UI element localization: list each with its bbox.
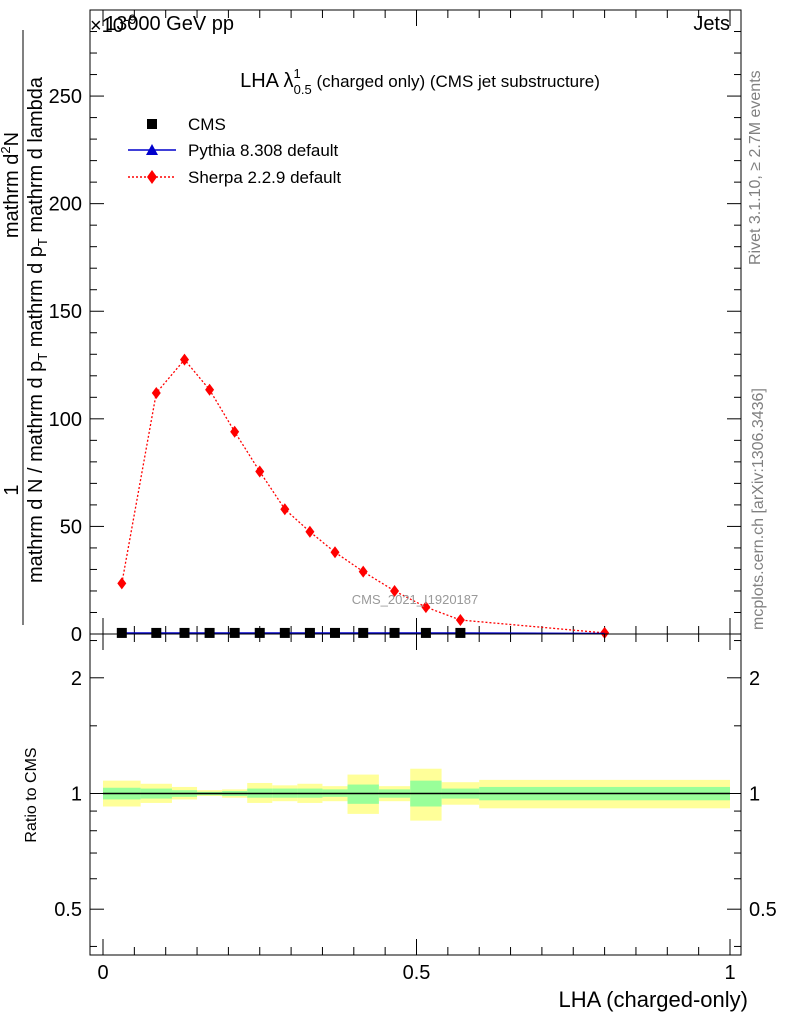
sherpa-point (117, 577, 127, 590)
cms-point (358, 627, 369, 638)
rivet-label: Rivet 3.1.10, ≥ 2.7M events (747, 70, 764, 265)
main-plot-panel: 0 50 100 150 200 250 (49, 9, 742, 646)
cms-point (151, 627, 162, 638)
cms-point (455, 627, 466, 638)
cms-point (389, 627, 400, 638)
main-ytick-label: 0 (71, 624, 82, 646)
ratio-xtick-label: 0 (97, 962, 108, 984)
main-ylabel: 1 mathrm d2N mathrm d N / mathrm d pT ma… (0, 30, 50, 625)
sherpa-point (330, 546, 340, 559)
sherpa-point (205, 383, 215, 396)
ylabel-top: mathrm d2N (0, 132, 23, 238)
sherpa-point (151, 387, 161, 400)
sherpa-point (280, 503, 290, 516)
legend-label-sherpa: Sherpa 2.2.9 default (188, 168, 341, 187)
sherpa-point (455, 614, 465, 627)
main-ytick-label: 250 (49, 86, 82, 108)
ratio-ylabel: Ratio to CMS (23, 747, 40, 842)
ylabel-numerator: 1 (1, 484, 23, 495)
ratio-xtick-label: 1 (724, 962, 735, 984)
sherpa-point (390, 584, 400, 597)
ratio-xlabel: LHA (charged-only) (558, 987, 748, 1012)
cms-point (204, 627, 215, 638)
main-ytick-label: 200 (49, 194, 82, 216)
cms-point (116, 627, 127, 638)
legend-marker-cms (147, 119, 157, 129)
ratio-ytick-label-right: 2 (749, 668, 760, 690)
cms-point (420, 627, 431, 638)
sherpa-point (358, 565, 368, 578)
sherpa-line (121, 358, 605, 634)
cms-point (254, 627, 265, 638)
ratio-xtick-label: 0.5 (403, 962, 431, 984)
energy-label: 13000 GeV pp (105, 13, 234, 35)
cms-point (229, 627, 240, 638)
mcplots-label: mcplots.cern.ch [arXiv:1306.3436] (750, 388, 767, 630)
legend-marker-pythia (146, 144, 158, 155)
legend-label-cms: CMS (188, 115, 226, 134)
main-title: LHA λ1 0.5 (charged only) (CMS jet substr… (240, 66, 600, 97)
legend-label-pythia: Pythia 8.308 default (188, 141, 339, 160)
sherpa-point (230, 425, 240, 438)
ratio-ytick-label-right: 1 (749, 783, 760, 805)
watermark: CMS_2021_I1920187 (352, 592, 479, 607)
cms-point (304, 627, 315, 638)
main-ytick-label: 150 (49, 301, 82, 323)
ratio-ytick-label: 0.5 (54, 899, 82, 921)
legend: CMS Pythia 8.308 default Sherpa 2.2.9 de… (128, 115, 341, 187)
category-label: Jets (693, 13, 730, 35)
ratio-ytick-label-right: 0.5 (749, 899, 777, 921)
cms-point (179, 627, 190, 638)
ratio-ytick-label: 1 (71, 783, 82, 805)
sherpa-point (255, 465, 265, 478)
ylabel-denominator: mathrm d N / mathrm d pT mathrm d pT mat… (25, 76, 50, 583)
cms-point (279, 627, 290, 638)
exponent-label: ×10-9 (90, 11, 137, 37)
ratio-frame (89, 633, 742, 956)
ratio-plot-panel: 0.5 0.5 1 1 2 2 0 0.5 1 (54, 633, 777, 984)
main-ytick-label: 50 (60, 516, 82, 538)
sherpa-point (305, 525, 315, 538)
main-frame (89, 9, 742, 635)
sherpa-point (421, 601, 431, 614)
legend-marker-sherpa (147, 170, 157, 184)
sherpa-point (180, 353, 190, 366)
main-ytick-label: 100 (49, 409, 82, 431)
ratio-ytick-label: 2 (71, 668, 82, 690)
cms-point (329, 627, 340, 638)
